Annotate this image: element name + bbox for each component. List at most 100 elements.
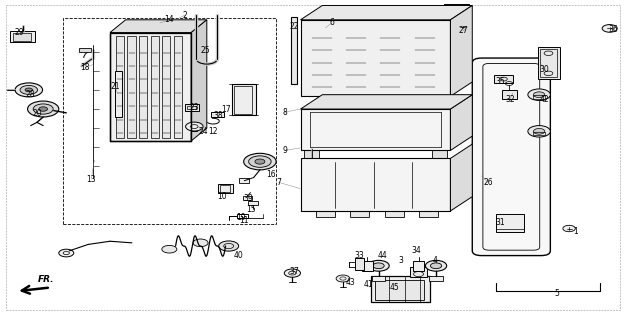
Polygon shape [451,144,472,211]
Text: 17: 17 [221,105,230,114]
Circle shape [528,89,550,100]
Text: 39: 39 [244,194,254,203]
Text: 38: 38 [213,111,223,120]
Bar [10,31,35,42]
Circle shape [218,241,239,251]
Bar [372,276,386,281]
Circle shape [602,25,617,32]
Bar [187,106,196,109]
Text: 30: 30 [539,65,549,74]
Bar [234,86,252,114]
Bar [379,26,404,90]
Bar [419,210,438,217]
Text: 5: 5 [554,289,559,298]
Circle shape [426,260,447,271]
Bar [210,112,224,117]
Circle shape [193,239,208,247]
Circle shape [249,156,271,167]
Text: 15: 15 [246,205,255,214]
Text: 36: 36 [608,25,618,34]
Circle shape [336,275,350,282]
Text: 16: 16 [265,170,275,179]
Circle shape [15,83,43,97]
Bar [344,26,369,90]
Bar [501,90,517,99]
Text: 40: 40 [233,251,243,260]
Text: FR.: FR. [38,275,54,284]
Bar [355,258,364,270]
Bar [239,179,249,183]
Text: 25: 25 [201,45,210,55]
Bar [218,184,233,194]
Bar [232,84,255,116]
Bar [316,210,335,217]
Polygon shape [451,95,472,150]
Bar [533,132,545,135]
Circle shape [563,225,575,232]
Bar [533,95,545,99]
Bar [538,47,560,79]
Polygon shape [300,20,451,96]
Text: 13: 13 [86,175,96,184]
Bar [371,276,431,302]
Bar [80,49,91,52]
Polygon shape [191,20,207,141]
Bar [444,4,469,23]
Text: 9: 9 [282,146,287,155]
Bar [291,17,297,84]
Text: 11: 11 [240,216,249,225]
Text: 31: 31 [496,218,505,227]
Circle shape [284,269,300,277]
Text: 37: 37 [289,267,299,276]
Polygon shape [300,109,451,150]
Circle shape [25,88,33,92]
Text: 42: 42 [539,95,549,104]
Circle shape [28,101,59,117]
Text: 8: 8 [282,108,287,117]
Bar [63,18,275,224]
Text: 10: 10 [218,192,227,201]
Circle shape [373,263,384,269]
Bar [494,75,513,83]
Text: 6: 6 [329,19,334,28]
Circle shape [162,245,177,253]
Bar [174,36,182,138]
Polygon shape [110,20,207,33]
Circle shape [431,263,442,269]
Bar [115,71,122,117]
Bar [496,214,524,232]
Circle shape [533,128,545,134]
Bar [220,186,230,193]
Bar [540,49,557,77]
Text: 41: 41 [363,280,372,289]
Text: 44: 44 [378,251,388,260]
Text: 24: 24 [199,127,208,136]
Bar [110,33,191,141]
Text: 28: 28 [25,90,35,99]
Circle shape [244,153,276,170]
Bar [385,210,404,217]
Text: 26: 26 [483,178,493,187]
Bar [362,261,373,270]
Bar [185,104,198,111]
Circle shape [255,159,265,164]
FancyBboxPatch shape [472,58,550,256]
Polygon shape [300,5,472,20]
Text: 35: 35 [496,77,505,86]
Bar [351,210,369,217]
Text: 20: 20 [32,109,42,118]
Circle shape [368,260,389,271]
Circle shape [185,122,203,131]
Circle shape [20,85,38,94]
Text: 14: 14 [165,15,174,24]
Bar [237,213,248,218]
Text: 2: 2 [183,11,187,20]
Text: 27: 27 [458,27,468,36]
Text: 45: 45 [389,283,399,292]
Bar [413,261,424,270]
Text: 29: 29 [14,28,24,37]
Polygon shape [451,5,472,96]
Bar [310,26,335,90]
Bar [410,267,428,276]
Circle shape [59,249,74,257]
